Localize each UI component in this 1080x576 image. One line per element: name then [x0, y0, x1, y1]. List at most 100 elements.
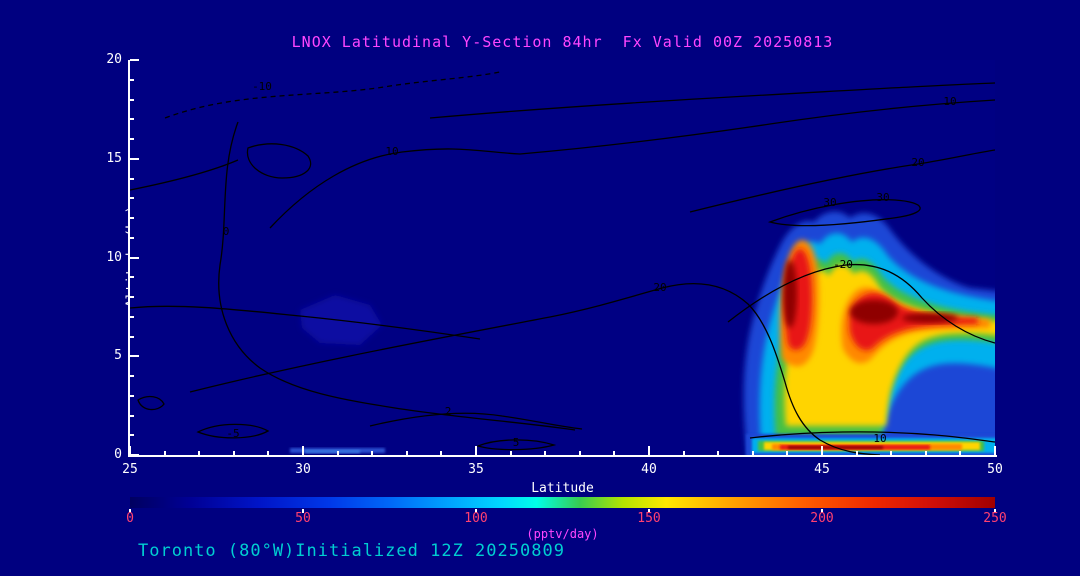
- axis-tick: [232, 451, 235, 455]
- axis-tick: [130, 335, 134, 338]
- axis-tick: [130, 197, 134, 200]
- filled-contour-layers: [290, 211, 995, 455]
- axis-tick: [994, 446, 996, 455]
- axis-tick: [302, 509, 304, 513]
- initialization-text: Toronto (80°W)Initialized 12Z 20250809: [138, 541, 565, 561]
- contour-line: [196, 423, 270, 439]
- fill-darkred-core-left: [783, 260, 797, 328]
- colorbar-units-label: (pptv/day): [526, 527, 599, 541]
- axis-tick: [130, 276, 134, 279]
- axis-tick: [130, 236, 134, 239]
- x-axis-line: [128, 455, 997, 457]
- contour-label: 20: [911, 156, 924, 169]
- axis-tick: [130, 256, 139, 259]
- axis-tick: [717, 451, 720, 455]
- axis-tick: [959, 451, 962, 455]
- contour-line: [767, 199, 921, 227]
- contour-label: -10: [252, 80, 272, 93]
- axis-tick: [371, 451, 374, 455]
- colorbar-gradient: [130, 497, 995, 508]
- x-tick-label: 25: [122, 462, 138, 477]
- axis-tick: [130, 118, 134, 121]
- axis-tick: [440, 451, 443, 455]
- page-title: LNOX Latitudinal Y-Section 84hr Fx Valid…: [291, 33, 834, 51]
- colorbar-tick-label: 250: [983, 511, 1007, 526]
- contour-label: 30: [823, 196, 836, 209]
- colorbar-tick-label: 100: [464, 511, 488, 526]
- x-tick-label: 45: [814, 462, 830, 477]
- colorbar-tick-label: 200: [810, 511, 834, 526]
- axis-tick: [130, 414, 134, 417]
- x-tick-label: 30: [295, 462, 311, 477]
- contour-line: [137, 395, 165, 411]
- axis-tick: [855, 451, 858, 455]
- axis-tick: [130, 454, 139, 456]
- contour-line: [475, 439, 557, 451]
- axis-tick: [336, 451, 339, 455]
- contour-line: [189, 282, 881, 455]
- axis-tick: [648, 509, 650, 513]
- axis-tick: [267, 451, 270, 455]
- x-tick-label: 50: [987, 462, 1003, 477]
- axis-tick: [821, 446, 823, 455]
- x-axis-label: Latitude: [531, 481, 594, 496]
- axis-tick: [509, 451, 512, 455]
- fill-darkred-ridge: [902, 313, 958, 323]
- axis-tick: [130, 157, 139, 160]
- contour-lines: [130, 71, 995, 455]
- y-tick-label: 15: [106, 151, 122, 166]
- colorbar-tick-label: 150: [637, 511, 661, 526]
- contour-label: 5: [513, 436, 520, 449]
- contour-label: 2: [445, 405, 452, 418]
- axis-tick: [130, 177, 134, 180]
- axis-tick: [130, 296, 134, 298]
- fill-yellow-region: [784, 265, 995, 426]
- axis-tick: [130, 217, 134, 219]
- y-tick-label: 20: [106, 52, 122, 67]
- contour-label: -5: [226, 427, 239, 440]
- contour-line: [218, 121, 576, 431]
- contour-line: [369, 412, 583, 430]
- axis-tick: [821, 509, 823, 513]
- axis-tick: [130, 138, 134, 140]
- axis-tick: [648, 446, 650, 455]
- axis-tick: [130, 375, 134, 377]
- axis-tick: [475, 509, 477, 513]
- contour-line: [164, 71, 501, 119]
- axis-tick: [129, 509, 131, 513]
- axis-tick: [130, 98, 134, 101]
- axis-tick: [924, 451, 927, 455]
- axis-tick: [130, 59, 139, 61]
- contour-line: [429, 82, 995, 119]
- contour-label: 30: [876, 191, 889, 204]
- axis-tick: [130, 434, 134, 437]
- axis-tick: [578, 451, 581, 455]
- axis-tick: [613, 451, 616, 455]
- y-axis-line: [128, 60, 130, 457]
- contour-label: -20: [833, 258, 853, 271]
- axis-tick: [751, 451, 754, 455]
- axis-tick: [994, 509, 996, 513]
- fill-darkred-core-right: [850, 300, 898, 324]
- contour-label: 10: [385, 145, 398, 158]
- contour-label: 10: [943, 95, 956, 108]
- contour-plot-svg: -10 10 10 20 30 30 -20 20 0 -5 2 5 10: [130, 60, 995, 455]
- axis-tick: [130, 315, 134, 318]
- axis-tick: [198, 451, 201, 455]
- axis-tick: [544, 451, 547, 455]
- contour-label: 0: [223, 225, 230, 238]
- x-tick-label: 40: [641, 462, 657, 477]
- axis-tick: [130, 355, 139, 358]
- axis-tick: [129, 446, 131, 455]
- y-tick-label: 0: [114, 447, 122, 462]
- colorbar-tick-label: 50: [295, 511, 311, 526]
- contour-line: [727, 263, 995, 344]
- colorbar-tick-label: 0: [126, 511, 134, 526]
- axis-tick: [475, 446, 477, 455]
- axis-tick: [405, 451, 408, 455]
- contour-labels: -10 10 10 20 30 30 -20 20 0 -5 2 5 10: [223, 80, 957, 449]
- axis-tick: [130, 394, 134, 397]
- axis-tick: [786, 451, 789, 455]
- contour-label: 10: [873, 432, 886, 445]
